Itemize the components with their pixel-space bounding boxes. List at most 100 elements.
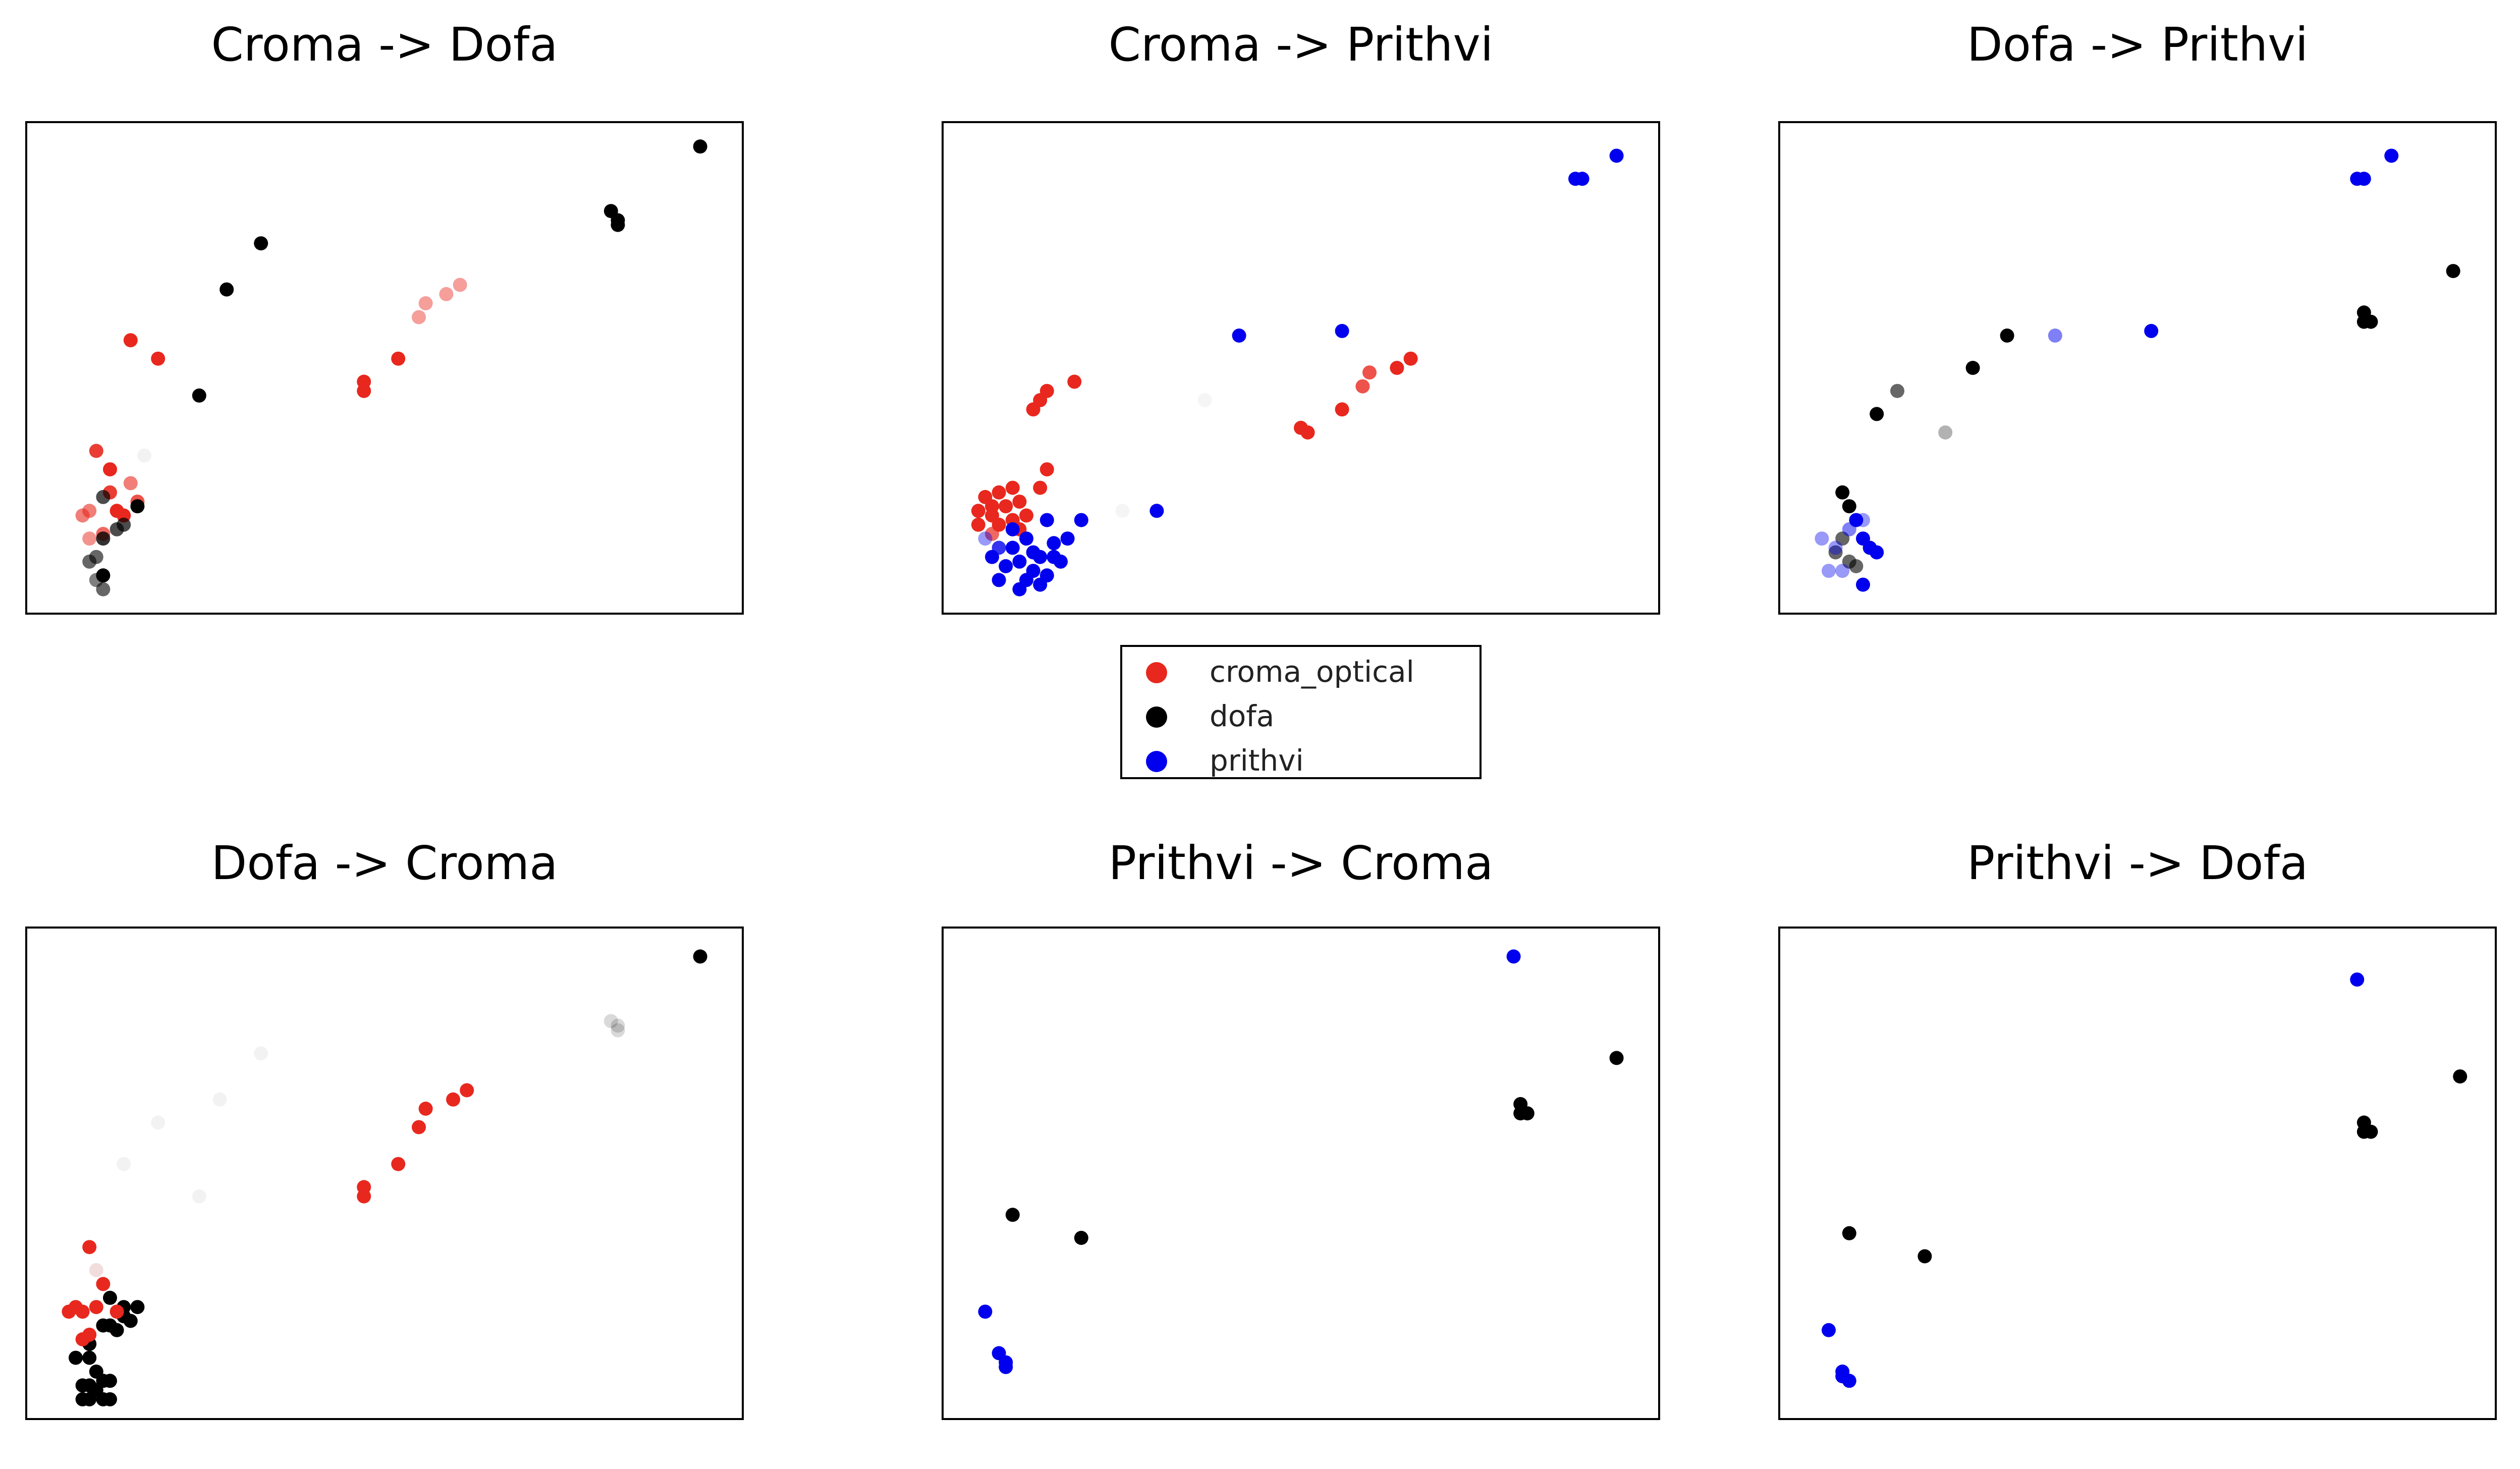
data-point	[611, 1018, 625, 1033]
data-point	[460, 1083, 474, 1098]
data-point	[1232, 329, 1246, 343]
data-point	[992, 485, 1006, 500]
data-point	[1842, 1226, 1856, 1240]
data-point	[2384, 148, 2399, 163]
data-point	[2453, 1069, 2468, 1084]
data-point	[82, 1327, 97, 1342]
data-point	[2048, 329, 2062, 343]
plot-frame	[25, 927, 744, 1420]
data-point	[254, 236, 268, 251]
data-point	[130, 499, 145, 514]
data-point	[1938, 425, 1953, 440]
legend-label: croma_optical	[1210, 655, 1414, 689]
data-point	[1005, 1208, 1020, 1222]
legend-item-prithvi: prithvi	[1146, 743, 1304, 778]
data-point	[1822, 1323, 1836, 1337]
data-point	[985, 527, 999, 541]
data-point	[1355, 379, 1370, 394]
data-point	[1856, 531, 1870, 546]
data-point	[1513, 1106, 1528, 1121]
data-point	[978, 489, 993, 504]
legend-marker	[1146, 662, 1167, 683]
legend-item-dofa: dofa	[1146, 699, 1274, 733]
data-point	[357, 384, 371, 398]
panel-title: Prithvi -> Croma	[1109, 836, 1494, 890]
data-point	[2144, 323, 2159, 338]
data-point	[117, 1157, 131, 1171]
data-point	[89, 1263, 103, 1277]
data-point	[412, 310, 426, 324]
panel-title: Dofa -> Prithvi	[1967, 18, 2308, 72]
data-point	[69, 1300, 83, 1315]
legend-marker	[1146, 706, 1167, 728]
data-point	[75, 1378, 90, 1393]
data-point	[604, 1014, 618, 1028]
data-point	[611, 213, 625, 228]
data-point	[992, 573, 1006, 587]
data-point	[1918, 1249, 1932, 1264]
data-point	[1849, 559, 1864, 573]
data-point	[1005, 480, 1020, 495]
data-point	[1835, 485, 1850, 500]
data-point	[391, 351, 406, 366]
panels: Croma -> Dofa Croma -> Prithvi Dofa -> Pri…	[25, 18, 2497, 1420]
series-prithvi	[978, 949, 1521, 1374]
data-point	[89, 1263, 103, 1277]
series-croma_optical	[971, 351, 1418, 541]
data-point	[1047, 536, 1061, 551]
data-point	[1012, 495, 1027, 509]
legend-label: dofa	[1210, 699, 1274, 733]
data-point	[1362, 365, 1377, 380]
series-prithvi	[1822, 972, 2365, 1388]
data-point	[254, 1046, 268, 1061]
series-dofa	[69, 949, 707, 1406]
plot-frame	[942, 121, 1660, 615]
legend-marker	[1146, 751, 1167, 772]
data-point	[1828, 540, 1843, 555]
data-point	[1149, 504, 1164, 518]
data-point	[123, 476, 138, 491]
data-point	[611, 1023, 625, 1038]
panel-title: Croma -> Dofa	[211, 18, 558, 72]
panel-title: Croma -> Prithvi	[1109, 18, 1494, 72]
data-point	[1039, 513, 1054, 527]
data-point	[1047, 550, 1061, 564]
series-croma_optical	[62, 1083, 474, 1346]
data-point	[2350, 972, 2365, 987]
data-point	[103, 1392, 117, 1406]
data-point	[89, 444, 103, 458]
legend-item-croma_optical: croma_optical	[1146, 655, 1414, 689]
data-point	[1060, 531, 1075, 546]
data-point	[439, 287, 454, 301]
data-point	[1870, 407, 1884, 421]
data-point	[971, 517, 985, 532]
scatter-panel-5: Prithvi -> Croma	[942, 836, 1660, 1420]
legend-label: prithvi	[1210, 743, 1304, 778]
data-point	[1019, 508, 1033, 523]
data-point	[999, 499, 1013, 514]
data-point	[1856, 577, 1870, 592]
plot-frame	[1778, 927, 2497, 1420]
data-point	[82, 531, 97, 546]
series-prithvi	[1815, 148, 2399, 592]
data-point	[192, 388, 206, 403]
data-point	[2446, 264, 2460, 279]
data-point	[109, 1304, 124, 1319]
data-point	[96, 531, 111, 546]
data-point	[693, 949, 707, 964]
data-point	[1835, 1369, 1850, 1384]
legend-box	[1120, 645, 1482, 779]
data-point	[446, 1092, 460, 1107]
plot-frame	[25, 121, 744, 615]
data-point	[130, 1300, 145, 1315]
series-dofa	[1005, 1051, 1624, 1245]
scatter-panel-1: Croma -> Dofa	[25, 18, 744, 615]
data-point	[2000, 329, 2014, 343]
data-point	[212, 1092, 227, 1107]
data-point	[2357, 314, 2371, 329]
data-point	[123, 333, 138, 348]
data-point	[1039, 568, 1054, 583]
data-point	[1870, 545, 1884, 560]
data-point	[1390, 361, 1404, 375]
